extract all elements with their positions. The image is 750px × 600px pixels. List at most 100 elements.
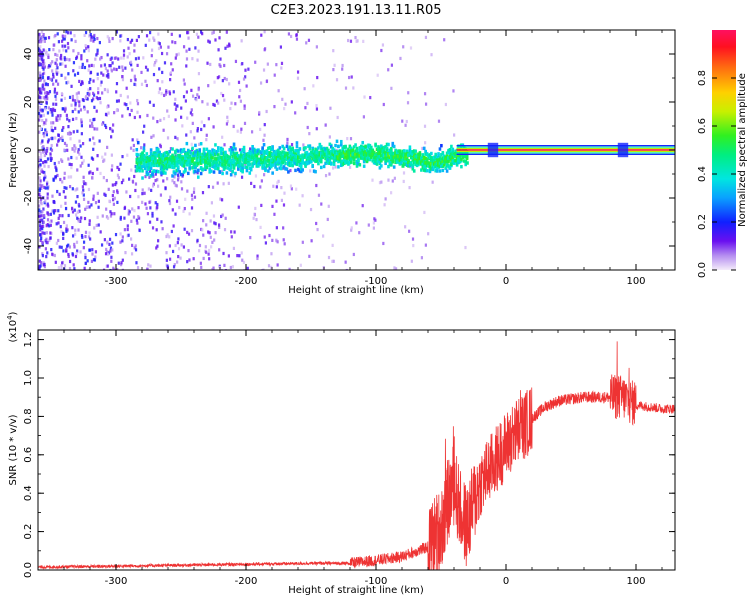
heatmap-noise-cell [212,214,216,218]
heatmap-noise-cell [38,94,41,98]
heatmap-noise-cell [165,90,168,94]
heatmap-noise-cell [344,260,347,264]
heatmap-noise-cell [110,255,113,259]
heatmap-trace-cell [182,164,186,168]
heatmap-trace-cell [162,152,166,156]
heatmap-noise-cell [43,215,46,219]
heatmap-noise-cell [89,237,92,241]
heatmap-trace-cell [367,143,370,147]
heatmap-noise-cell [82,159,85,163]
heatmap-noise-cell [178,205,181,210]
heatmap-noise-cell [174,118,177,122]
heatmap-noise-cell [242,77,246,81]
heatmap-noise-cell [63,37,66,41]
heatmap-trace-cell [234,163,237,167]
heatmap-trace-cell [176,155,180,159]
heatmap-noise-cell [145,34,149,38]
heatmap-trace-cell [268,146,272,150]
heatmap-trace-cell [411,152,415,156]
heatmap-noise-cell [309,207,313,212]
heatmap-noise-cell [47,106,51,110]
heatmap-noise-cell [123,228,126,232]
heatmap-trace-cell [149,161,153,166]
heatmap-trace-cell [338,152,342,157]
heatmap-trace-cell [335,139,339,143]
heatmap-noise-cell [45,118,48,122]
heatmap-trace-cell [151,156,154,160]
heatmap-noise-cell [51,252,54,256]
heatmap-noise-cell [106,53,109,57]
heatmap-noise-cell [200,265,203,269]
heatmap-noise-cell [51,136,54,141]
heatmap-trace-cell [288,145,292,149]
heatmap-noise-cell [65,81,68,85]
heatmap-trace-cell [161,160,164,164]
heatmap-noise-cell [332,166,335,170]
heatmap-noise-cell [132,148,135,152]
heatmap-trace-cell [249,157,253,161]
heatmap-noise-cell [208,257,211,261]
heatmap-trace-cell [335,154,339,158]
heatmap-trace-cell [424,149,427,154]
heatmap-noise-cell [156,79,159,83]
heatmap-trace-cell [361,146,365,151]
heatmap-noise-cell [78,100,81,104]
heatmap-noise-cell [76,96,79,100]
heatmap-trace-cell [275,157,279,161]
heatmap-noise-cell [252,216,255,220]
heatmap-noise-cell [206,61,209,65]
heatmap-noise-cell [83,266,86,270]
heatmap-noise-cell [68,162,71,166]
heatmap-noise-cell [239,130,242,134]
heatmap-trace-cell [232,164,236,168]
heatmap-noise-cell [74,200,78,204]
heatmap-noise-cell [189,111,192,115]
heatmap-trace-cell [319,145,323,149]
heatmap-trace-cell [168,165,171,169]
heatmap-trace-cell [362,157,366,161]
heatmap-trace-cell [214,163,217,168]
heatmap-trace-cell [259,159,263,163]
heatmap-trace-cell [405,154,409,158]
heatmap-noise-cell [96,72,99,76]
heatmap-trace-cell [308,160,312,164]
heatmap-trace-cell [289,163,293,167]
heatmap-noise-cell [144,43,147,47]
heatmap-trace-cell [430,151,433,156]
heatmap-noise-cell [221,135,224,139]
heatmap-noise-cell [89,124,92,128]
heatmap-trace-cell [135,152,139,157]
heatmap-trace-cell [148,158,151,163]
heatmap-noise-cell [53,200,56,205]
heatmap-trace-cell [245,168,249,173]
heatmap-trace-cell [325,151,329,156]
heatmap-noise-cell [70,163,73,167]
heatmap-noise-cell [174,97,177,101]
heatmap-noise-cell [53,253,56,258]
heatmap-noise-cell [141,200,144,204]
heatmap-noise-cell [103,87,107,92]
heatmap-trace-cell [188,166,192,170]
heatmap-trace-cell [214,161,217,165]
heatmap-noise-cell [424,141,427,145]
heatmap-noise-cell [83,49,86,53]
heatmap-noise-cell [59,53,63,58]
heatmap-trace-cell [425,169,429,173]
heatmap-trace-cell [228,167,232,172]
heatmap-noise-cell [38,188,41,193]
heatmap-noise-cell [149,30,152,35]
heatmap-trace-cell [249,166,253,170]
heatmap-trace-cell [186,148,190,153]
heatmap-noise-cell [168,235,171,239]
heatmap-trace-cell [392,165,396,169]
heatmap-trace-cell [325,150,329,154]
heatmap-trace-cell [188,155,192,159]
heatmap-noise-cell [183,82,186,86]
heatmap-trace-cell [457,157,460,161]
heatmap-noise-cell [156,178,159,182]
heatmap-trace-cell [202,152,206,156]
heatmap-noise-cell [55,102,58,106]
heatmap-trace-cell [158,157,161,162]
heatmap-trace-cell [307,144,310,148]
heatmap-trace-cell [392,155,396,159]
